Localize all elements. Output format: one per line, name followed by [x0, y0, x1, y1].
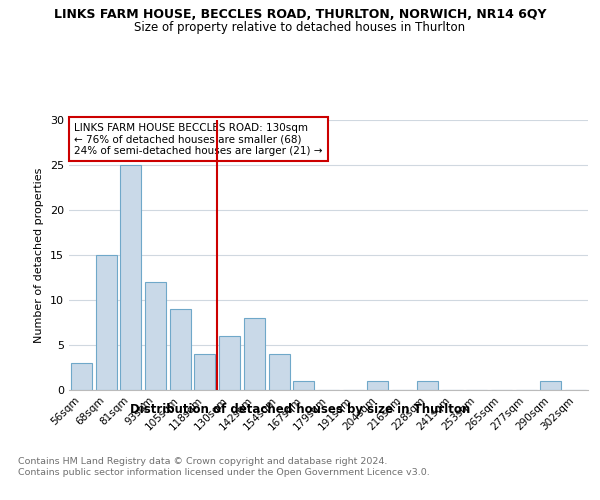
Text: Distribution of detached houses by size in Thurlton: Distribution of detached houses by size …	[130, 402, 470, 415]
Bar	[170, 309, 191, 390]
Bar	[95, 255, 116, 390]
Text: Size of property relative to detached houses in Thurlton: Size of property relative to detached ho…	[134, 21, 466, 34]
Bar	[541, 381, 562, 390]
Text: LINKS FARM HOUSE BECCLES ROAD: 130sqm
← 76% of detached houses are smaller (68)
: LINKS FARM HOUSE BECCLES ROAD: 130sqm ← …	[74, 122, 323, 156]
Bar	[219, 336, 240, 390]
Bar	[269, 354, 290, 390]
Bar	[367, 381, 388, 390]
Bar	[244, 318, 265, 390]
Text: Contains HM Land Registry data © Crown copyright and database right 2024.
Contai: Contains HM Land Registry data © Crown c…	[18, 458, 430, 477]
Bar	[71, 363, 92, 390]
Y-axis label: Number of detached properties: Number of detached properties	[34, 168, 44, 342]
Text: LINKS FARM HOUSE, BECCLES ROAD, THURLTON, NORWICH, NR14 6QY: LINKS FARM HOUSE, BECCLES ROAD, THURLTON…	[54, 8, 546, 20]
Bar	[194, 354, 215, 390]
Bar	[120, 165, 141, 390]
Bar	[417, 381, 438, 390]
Bar	[293, 381, 314, 390]
Bar	[145, 282, 166, 390]
